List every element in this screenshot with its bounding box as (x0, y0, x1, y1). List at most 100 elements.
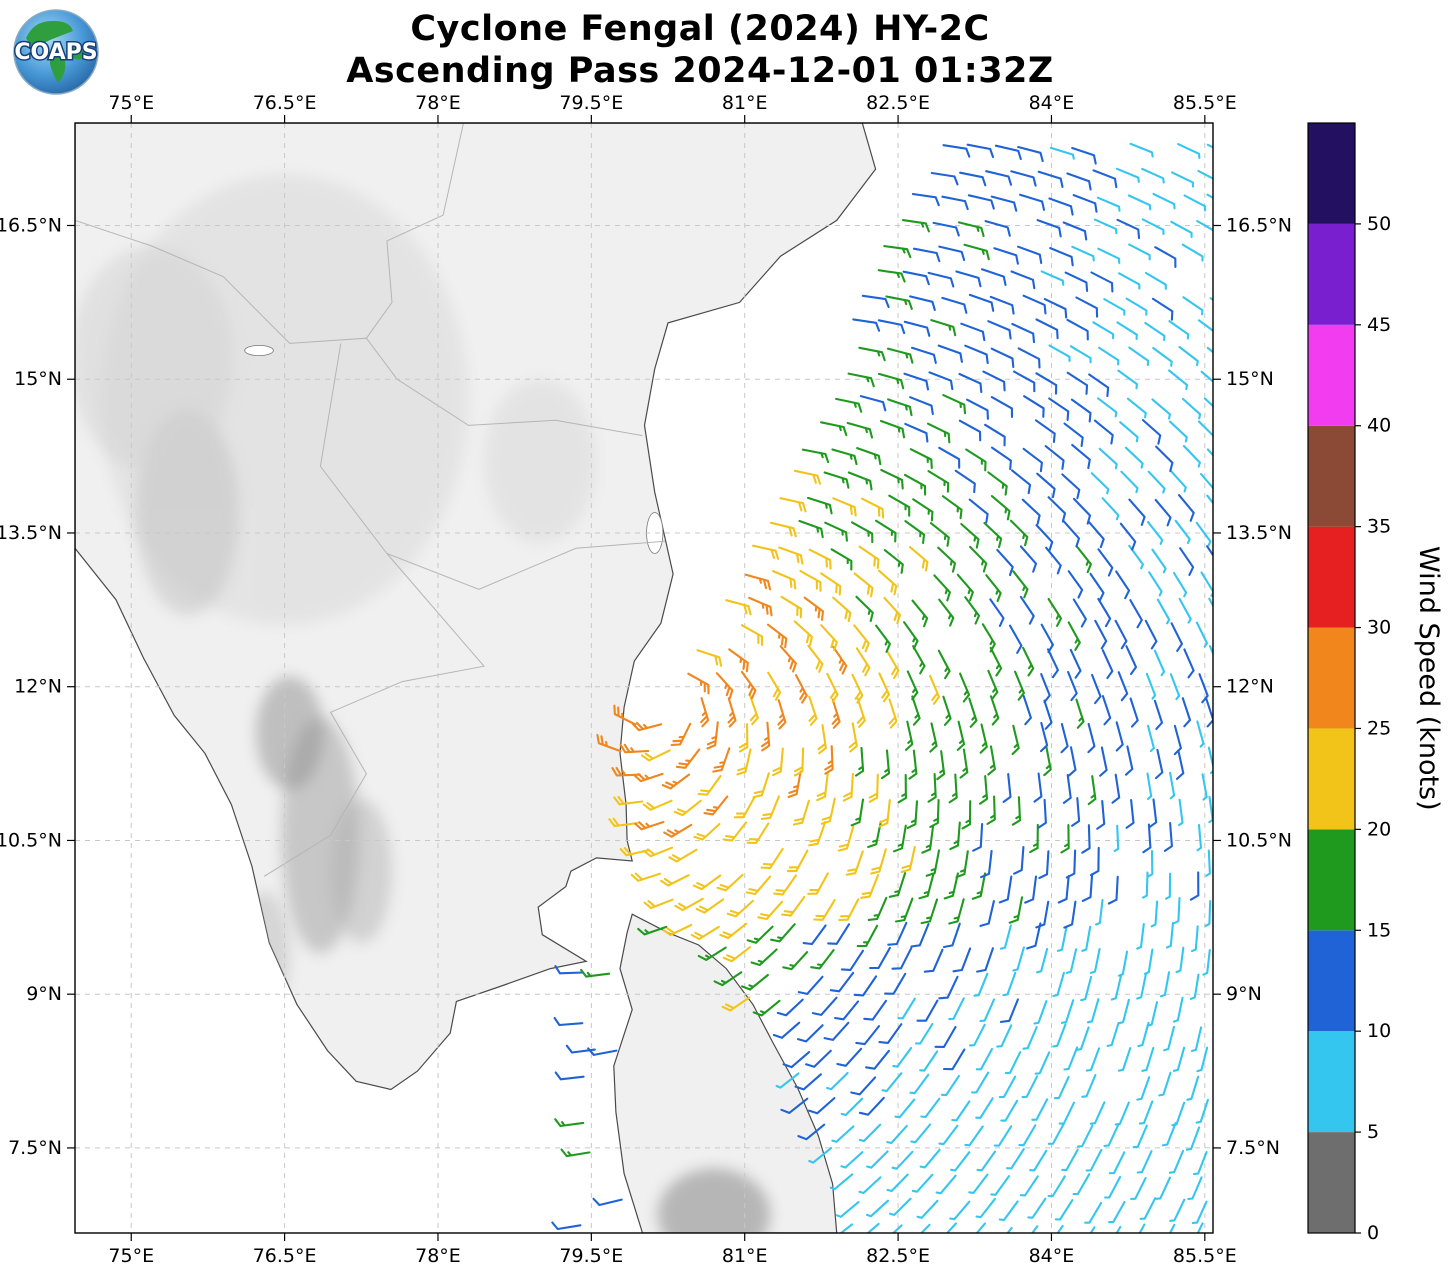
wind-barb (1115, 570, 1131, 600)
wind-barb (760, 721, 771, 752)
wind-barb (727, 697, 737, 728)
wind-barb (990, 396, 1014, 418)
wind-barb (820, 624, 838, 652)
wind-barb (1185, 1126, 1201, 1151)
wind-barb (741, 973, 769, 991)
wind-barb (877, 569, 898, 596)
wind-barb (968, 498, 989, 524)
wind-barb (867, 820, 882, 849)
wind-barb (840, 1097, 864, 1117)
wind-barb (979, 900, 995, 927)
wind-barb (834, 1000, 860, 1021)
wind-barb (891, 1150, 914, 1170)
wind-barb (808, 1097, 836, 1115)
wind-barb (1151, 548, 1167, 574)
wind-barb (823, 471, 850, 489)
wind-barb (1139, 1197, 1157, 1220)
wind-barb (955, 850, 969, 879)
wind-barb (987, 745, 996, 776)
wind-barb (1200, 571, 1213, 597)
wind-barb (1075, 296, 1099, 318)
wind-barb (772, 570, 797, 590)
wind-barb (965, 448, 987, 472)
wind-barb (1129, 697, 1139, 728)
wind-barbs-layer (551, 142, 1213, 1233)
wind-barb (1114, 1101, 1130, 1126)
x-tick-label-bottom: 76.5°E (253, 1245, 317, 1264)
wind-barb (1008, 624, 1023, 654)
wind-barb (986, 795, 996, 825)
wind-barb (810, 949, 835, 970)
wind-barb (973, 972, 989, 997)
wind-barb (901, 219, 930, 233)
wind-barb (1006, 1148, 1025, 1170)
wind-barb (1022, 1026, 1038, 1050)
wind-barb (1066, 172, 1092, 191)
wind-barb (891, 1224, 903, 1233)
wind-barb (781, 895, 806, 917)
wind-barb (1047, 1122, 1065, 1145)
wind-barb (865, 1199, 890, 1218)
wind-barb (560, 1148, 591, 1158)
wind-barb (990, 446, 1012, 471)
wind-barb (1120, 470, 1139, 494)
wind-barb (1054, 1199, 1074, 1221)
wind-barb (826, 1071, 849, 1091)
wind-barb (927, 271, 955, 288)
colorbar-tick-label: 30 (1367, 617, 1391, 639)
wind-barb (779, 497, 807, 513)
wind-barb (1179, 547, 1195, 576)
wind-barb (740, 624, 764, 647)
wind-barb (1206, 143, 1213, 149)
wind-barb (1141, 419, 1162, 445)
wind-barb (792, 799, 810, 826)
wind-barb (1013, 846, 1025, 875)
wind-barb (938, 245, 966, 262)
wind-barb (733, 795, 756, 819)
wind-barb (1031, 1098, 1049, 1121)
wind-barb (778, 546, 804, 565)
wind-barb (1206, 448, 1213, 457)
wind-barb (835, 397, 863, 413)
colorbar-tick-label: 50 (1367, 213, 1391, 235)
colorbar: 0 5 10 15 20 25 30 35 40 45 50 (1307, 122, 1391, 1244)
wind-barb (1174, 519, 1191, 545)
wind-barb (909, 448, 933, 470)
wind-barb (910, 346, 937, 364)
map-frame (74, 122, 1214, 1234)
wind-barb (836, 1047, 863, 1067)
wind-barb (941, 495, 963, 520)
wind-barb (728, 648, 749, 673)
wind-barb (1152, 192, 1176, 210)
wind-barb (1103, 1123, 1120, 1147)
wind-barb (1172, 1046, 1186, 1072)
wind-barb (878, 672, 891, 703)
wind-barb (1037, 170, 1064, 188)
wind-barb (596, 733, 622, 753)
wind-barb (1060, 824, 1070, 854)
wind-barb (1117, 369, 1138, 390)
wind-barb (846, 421, 874, 439)
wind-barb (670, 722, 692, 747)
wind-barb (1136, 1150, 1153, 1174)
wind-barb (1145, 672, 1157, 700)
wind-barb (855, 647, 871, 677)
wind-barb (989, 598, 1005, 627)
wind-barb (1065, 849, 1077, 879)
wind-barb (832, 596, 852, 623)
wind-barb (1062, 773, 1072, 804)
x-tick-label-bottom: 78°E (415, 1245, 461, 1264)
wind-barb (551, 1221, 582, 1231)
wind-barb (884, 972, 907, 995)
wind-barb (1037, 798, 1047, 829)
wind-barb (1081, 1074, 1097, 1098)
wind-barb (1103, 298, 1126, 316)
wind-barb (719, 922, 748, 940)
wind-barb (816, 772, 829, 802)
wind-barb (1190, 1026, 1203, 1053)
colorbar-segment (1308, 1132, 1355, 1233)
wind-barb (903, 473, 927, 496)
wind-barb (830, 548, 853, 571)
wind-barb (937, 344, 963, 363)
wind-barb (948, 898, 965, 925)
